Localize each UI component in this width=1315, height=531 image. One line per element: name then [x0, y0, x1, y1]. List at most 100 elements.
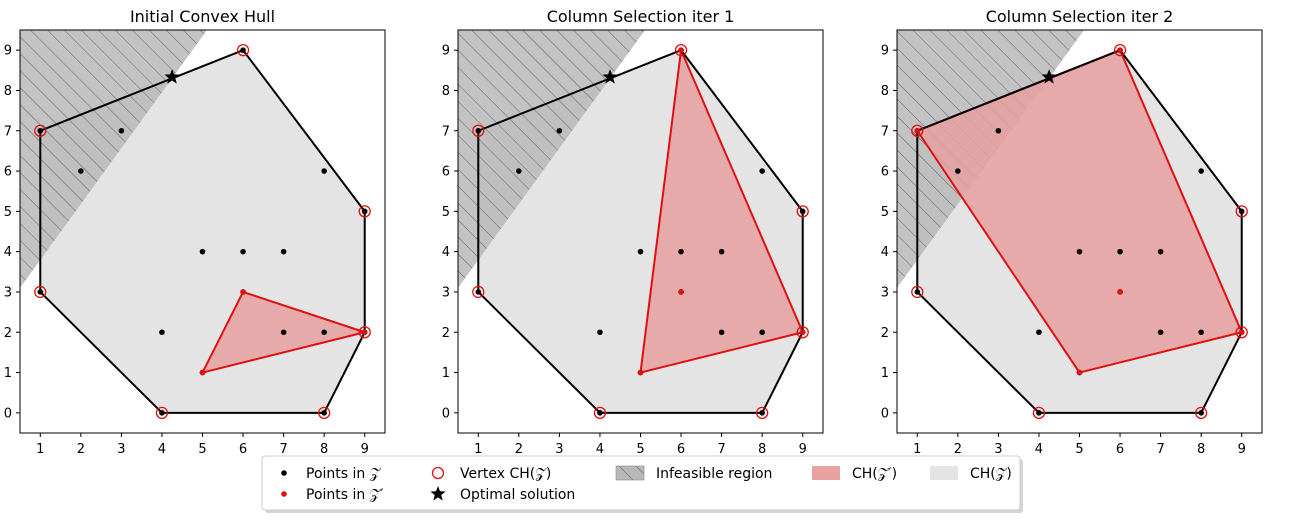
- y-tick-label: 3: [4, 285, 12, 300]
- y-tick-label: 0: [442, 406, 450, 421]
- legend-star-marker: [430, 486, 446, 501]
- vertex-ch-z: [318, 406, 331, 420]
- x-tick-label: 3: [117, 442, 125, 457]
- y-tick-label: 4: [4, 245, 12, 260]
- y-tick-label: 9: [442, 44, 450, 59]
- legend-dot-marker: [281, 491, 287, 497]
- point-z: [759, 329, 765, 336]
- legend-label: Optimal solution: [460, 487, 575, 503]
- vertex-ch-z: [236, 44, 250, 57]
- point-z: [280, 329, 287, 336]
- y-tick-label: 9: [881, 44, 889, 59]
- y-tick-label: 8: [442, 84, 450, 99]
- point-z: [240, 47, 246, 53]
- y-tick-label: 3: [881, 285, 889, 300]
- x-tick-label: 6: [677, 442, 685, 457]
- legend-item: Vertex CH(𝒵): [431, 466, 551, 482]
- x-tick-label: 7: [717, 442, 725, 457]
- point-z-prime: [1117, 47, 1123, 53]
- y-tick-label: 8: [881, 84, 889, 99]
- y-tick-label: 7: [4, 124, 12, 139]
- x-tick-label: 8: [758, 442, 766, 457]
- point-z: [280, 248, 287, 255]
- y-tick-label: 5: [442, 205, 450, 220]
- point-z-prime: [678, 289, 684, 295]
- point-z: [159, 329, 165, 336]
- y-tick-label: 4: [881, 245, 889, 260]
- x-tick-label: 5: [1075, 442, 1083, 457]
- point-z: [718, 329, 725, 336]
- point-z: [1198, 168, 1204, 174]
- vertex-ch-z: [1235, 205, 1248, 218]
- point-z: [475, 127, 482, 134]
- point-z: [199, 248, 206, 255]
- x-tick-label: 1: [913, 442, 921, 457]
- point-z: [37, 289, 44, 295]
- vertex-ch-z: [674, 44, 688, 57]
- point-z: [1157, 248, 1164, 255]
- point-z: [799, 208, 806, 215]
- point-z: [1036, 410, 1042, 416]
- vertex-ch-z: [155, 406, 169, 420]
- legend-label: Points in 𝒵: [306, 466, 382, 482]
- legend: Points in 𝒵 Points in 𝒵′ Vertex CH(𝒵) Optim…: [261, 455, 1023, 513]
- point-z: [321, 168, 327, 174]
- x-tick-label: 7: [279, 442, 287, 457]
- x-tick-label: 3: [555, 442, 563, 457]
- point-z: [995, 127, 1002, 134]
- subplot-title: Column Selection iter 1: [547, 7, 735, 26]
- x-tick-label: 6: [1116, 442, 1124, 457]
- point-z: [1157, 329, 1164, 336]
- legend-red-patch: [812, 466, 840, 480]
- point-z-prime: [1076, 369, 1083, 376]
- x-tick-label: 1: [36, 442, 44, 457]
- legend-item: Infeasible region: [615, 465, 772, 482]
- legend-gray-patch: [930, 466, 958, 480]
- point-z: [759, 410, 765, 416]
- legend-label: Vertex CH(𝒵): [460, 466, 551, 482]
- point-z-prime: [240, 289, 246, 295]
- point-z: [718, 248, 725, 255]
- x-tick-label: 6: [239, 442, 247, 457]
- x-tick-label: 9: [361, 442, 369, 457]
- legend-label: CH(𝒵): [970, 466, 1012, 482]
- x-tick-label: 1: [474, 442, 482, 457]
- hull-z-outline: [39, 49, 366, 414]
- point-z: [1198, 410, 1204, 416]
- legend-item: Points in 𝒵: [281, 466, 382, 482]
- point-z: [118, 127, 125, 134]
- vertex-ch-z: [1235, 326, 1248, 339]
- vertex-ch-z: [472, 124, 485, 137]
- x-tick-label: 5: [198, 442, 206, 457]
- vertex-ch-z: [1113, 44, 1127, 57]
- vertex-ch-z: [911, 124, 924, 137]
- point-z: [516, 168, 522, 174]
- point-z: [914, 289, 921, 295]
- y-tick-label: 3: [442, 285, 450, 300]
- point-z: [475, 289, 482, 295]
- legend-item: Points in 𝒵′: [281, 487, 384, 503]
- y-tick-label: 1: [881, 366, 889, 381]
- point-z: [678, 248, 684, 255]
- y-tick-label: 5: [4, 205, 12, 220]
- point-z: [556, 127, 563, 134]
- plot-area: [20, 30, 371, 420]
- vertex-ch-z: [34, 285, 47, 299]
- subplot-1: 1 2 3 4 5 6 7 8 9 0 1 2 3 4 5 6 7 8 9 Initial Convex Hull: [4, 7, 386, 457]
- point-z: [1238, 208, 1245, 215]
- point-z-prime: [678, 47, 684, 53]
- legend-label: CH(𝒵′): [852, 466, 897, 482]
- point-z: [37, 127, 44, 134]
- x-tick-label: 9: [799, 442, 807, 457]
- vertex-ch-z: [911, 285, 924, 299]
- point-z-prime: [199, 369, 206, 376]
- hull-z-outline: [477, 49, 804, 414]
- legend-label: Points in 𝒵′: [306, 487, 384, 503]
- vertex-ch-z: [472, 285, 485, 299]
- x-tick-label: 7: [1156, 442, 1164, 457]
- y-tick-label: 8: [4, 84, 12, 99]
- point-z-prime: [799, 329, 806, 336]
- legend-label: Infeasible region: [656, 466, 772, 482]
- y-tick-label: 2: [442, 326, 450, 341]
- point-z: [240, 248, 246, 255]
